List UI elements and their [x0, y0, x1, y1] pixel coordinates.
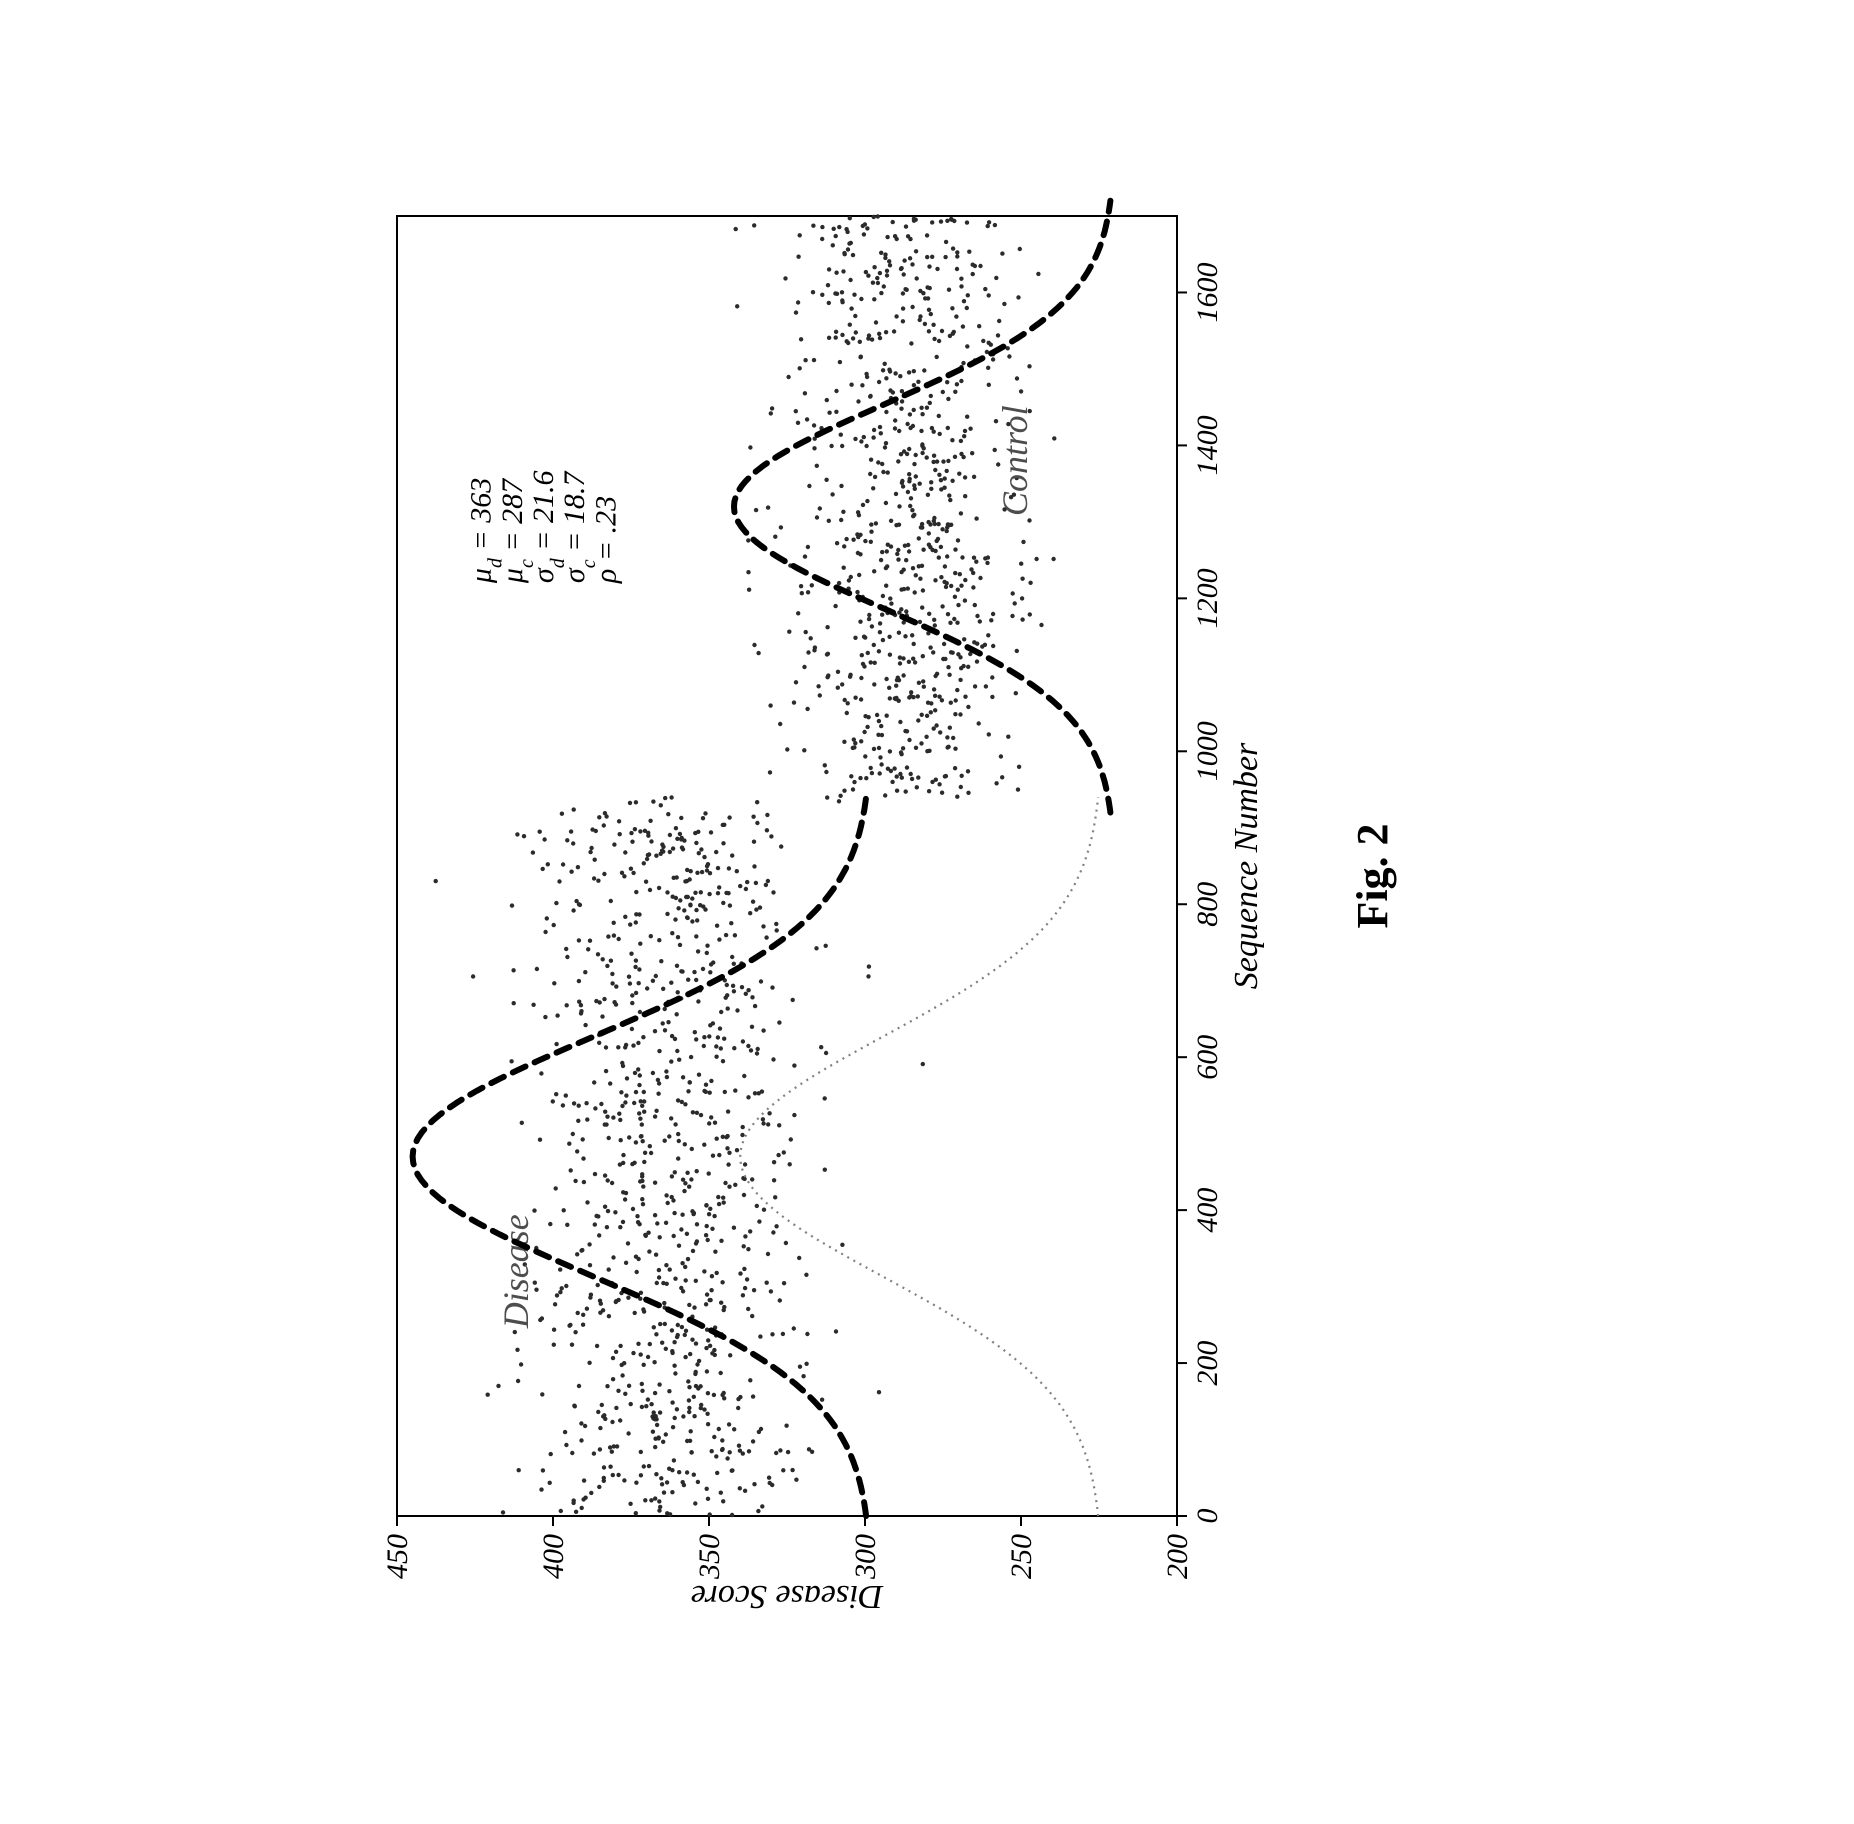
y-axis-label: Disease Score [691, 1578, 884, 1615]
scatter-chart: 0 200 400 600 800 1000 1200 1400 1600 200 250 300 35… [367, 176, 1267, 1626]
rotated-figure: 0 200 400 600 800 1000 1200 1400 1600 200 250 300 35… [327, 26, 1527, 1726]
figure-caption: Fig. 2 [1347, 823, 1398, 928]
chart-container: 0 200 400 600 800 1000 1200 1400 1600 200 250 300 35… [367, 176, 1267, 1626]
scatter-disease [434, 795, 926, 1517]
y-tick-label: 400 [537, 1534, 570, 1579]
y-tick-label: 250 [1005, 1534, 1038, 1579]
label-disease: Disease [496, 1214, 536, 1329]
x-tick-label: 600 [1191, 1034, 1224, 1079]
x-tick-label: 400 [1191, 1187, 1224, 1232]
x-tick-label: 1400 [1191, 415, 1224, 475]
y-tick-label: 350 [693, 1534, 726, 1580]
curve-disease [413, 797, 866, 1516]
x-tick-label: 1000 [1191, 721, 1224, 781]
x-tick-label: 200 [1191, 1340, 1224, 1385]
curve-dotted [740, 797, 1098, 1516]
y-tick-label: 450 [381, 1534, 414, 1579]
x-axis-label: Sequence Number [1228, 742, 1265, 989]
y-tick-label: 200 [1161, 1534, 1194, 1579]
label-control: Control [995, 405, 1035, 516]
stats-line: ρ = .23 [589, 495, 622, 583]
x-tick-label: 1600 [1191, 262, 1224, 322]
x-tick-label: 800 [1191, 881, 1224, 926]
x-tick-label: 0 [1191, 1508, 1224, 1523]
y-tick-label: 300 [849, 1534, 882, 1580]
x-tick-label: 1200 [1191, 568, 1224, 628]
